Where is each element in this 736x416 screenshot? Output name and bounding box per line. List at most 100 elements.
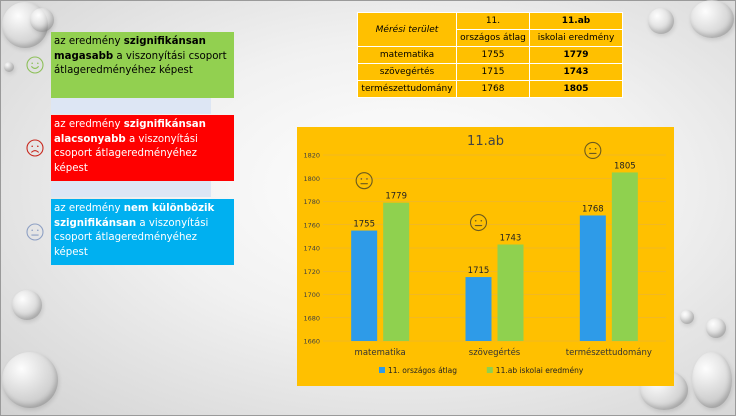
header-national-line2: országos átlag — [456, 29, 530, 47]
bar — [465, 277, 492, 341]
data-label: 1755 — [353, 220, 375, 230]
table-row: szövegértés 1715 1743 — [357, 63, 623, 81]
face-outline — [26, 223, 44, 241]
water-drop-decoration — [706, 318, 726, 338]
face-eye — [37, 145, 39, 148]
water-drop-decoration — [12, 290, 42, 320]
table-header-row: Mérési terület 11. 11.ab — [357, 12, 623, 47]
bar — [497, 244, 524, 341]
face-eye — [480, 219, 483, 222]
legend-text-pre: az eredmény — [54, 36, 124, 47]
legend-text-pre: az eredmény — [54, 203, 124, 214]
legend-box: az eredmény szignifikánsan alacsonyabb a… — [51, 115, 234, 181]
face-mouth — [31, 66, 39, 69]
legend-box: az eredmény szignifikánsan magasabb a vi… — [51, 32, 234, 98]
face-icon-svg — [26, 223, 44, 241]
y-tick-label: 1820 — [303, 152, 320, 160]
face-outline — [26, 56, 44, 74]
legend-box: az eredmény nem különbözik szignifikánsa… — [51, 199, 234, 265]
cell-national: 1755 — [456, 46, 530, 64]
bar — [579, 215, 606, 341]
face-eye — [37, 62, 39, 65]
y-tick-label: 1800 — [303, 175, 320, 183]
neutral-face-icon — [23, 199, 47, 265]
face-outline — [584, 141, 602, 159]
legend-divider — [51, 98, 211, 114]
x-tick-label: természettudomány — [566, 347, 652, 358]
data-label: 1779 — [385, 192, 407, 202]
face-eye — [366, 178, 368, 180]
table-row: matematika 1755 1779 — [357, 46, 623, 64]
cell-national: 1715 — [456, 63, 530, 81]
legend-entry: 11.ab iskolai eredmény — [496, 366, 584, 375]
header-school-line1: 11.ab — [529, 12, 623, 30]
water-drop-decoration — [690, 0, 734, 38]
cell-area: matematika — [357, 46, 457, 64]
bar-chart: 11.ab 1660 1680 1700 1720 1740 1760 1780 1800 182… — [297, 127, 674, 386]
data-label: 1743 — [500, 234, 522, 244]
data-label: 1715 — [468, 266, 490, 276]
data-label: 1768 — [582, 204, 604, 214]
legend-text-bold: szignifikánsan magasabb — [54, 36, 206, 62]
cell-school: 1779 — [529, 46, 623, 64]
table-header-row: országos átlag iskolai eredmény — [358, 29, 623, 47]
y-tick-label: 1660 — [303, 338, 320, 346]
x-tick-label: szövegértés — [469, 347, 521, 358]
face-outline — [26, 139, 44, 157]
smile-face-icon — [23, 32, 47, 98]
chart-canvas: 11.ab 1660 1680 1700 1720 1740 1760 1780 1800 182… — [303, 134, 666, 375]
face-eye — [594, 147, 597, 150]
bar — [383, 202, 410, 341]
legend-text-bold: szignifikánsan alacsonyabb — [54, 119, 206, 145]
face-icon-svg — [26, 139, 44, 157]
water-drop-decoration — [30, 8, 54, 32]
face-outline — [469, 213, 488, 232]
face-outline — [355, 172, 373, 190]
chart-title: 11.ab — [467, 134, 504, 149]
face-eye — [37, 229, 39, 232]
header-school-line2: iskolai eredmény — [529, 29, 623, 47]
face-eye — [360, 178, 363, 180]
y-tick-label: 1740 — [303, 245, 320, 253]
cell-area: természettudomány — [357, 80, 457, 98]
cell-area: szövegértés — [357, 63, 457, 81]
bar — [611, 172, 638, 341]
legend-text-bold: nem különbözik szignifikánsan — [54, 203, 215, 229]
water-drop-decoration — [648, 8, 674, 34]
results-table: Mérési terület 11. 11.ab országos átlag … — [357, 12, 623, 98]
water-drop-decoration — [2, 352, 58, 408]
legend-text-pre: az eredmény — [54, 119, 124, 130]
neutral-face-icon — [469, 213, 488, 232]
water-drop-decoration — [4, 62, 14, 72]
x-tick-label: matematika — [355, 348, 406, 358]
face-eye — [589, 147, 591, 150]
neutral-face-icon — [355, 172, 373, 190]
legend-swatch — [379, 367, 385, 373]
table-row: természettudomány 1768 1805 — [357, 80, 623, 98]
data-label: 1805 — [614, 161, 636, 171]
sad-face-icon — [23, 115, 47, 181]
face-eye — [31, 145, 33, 148]
y-tick-label: 1760 — [303, 221, 320, 229]
cell-national: 1768 — [456, 80, 530, 98]
legend-divider — [51, 181, 211, 197]
face-eye — [474, 219, 477, 222]
header-measurement-area: Mérési terület — [357, 12, 457, 47]
legend-text-post: a viszonyítási csoport átlageredményéhez… — [54, 50, 227, 77]
cell-school: 1805 — [529, 80, 623, 98]
y-tick-label: 1720 — [303, 268, 320, 276]
face-icon-svg — [26, 56, 44, 74]
water-drop-decoration — [692, 352, 732, 408]
legend-text-post: a viszonyítási csoport átlageredményéhez… — [54, 133, 198, 174]
legend-swatch — [486, 367, 493, 373]
bar — [351, 230, 378, 341]
header-national-line1: 11. — [456, 12, 530, 30]
water-drop-decoration — [680, 310, 694, 324]
neutral-face-icon — [584, 141, 602, 159]
y-tick-label: 1700 — [303, 291, 320, 299]
legend-entry: 11. országos átlag — [388, 366, 457, 375]
cell-school: 1743 — [529, 63, 623, 81]
legend-text-post: a viszonyítási csoport átlageredményéhez… — [54, 217, 209, 258]
face-mouth — [31, 150, 39, 153]
face-eye — [31, 229, 33, 232]
